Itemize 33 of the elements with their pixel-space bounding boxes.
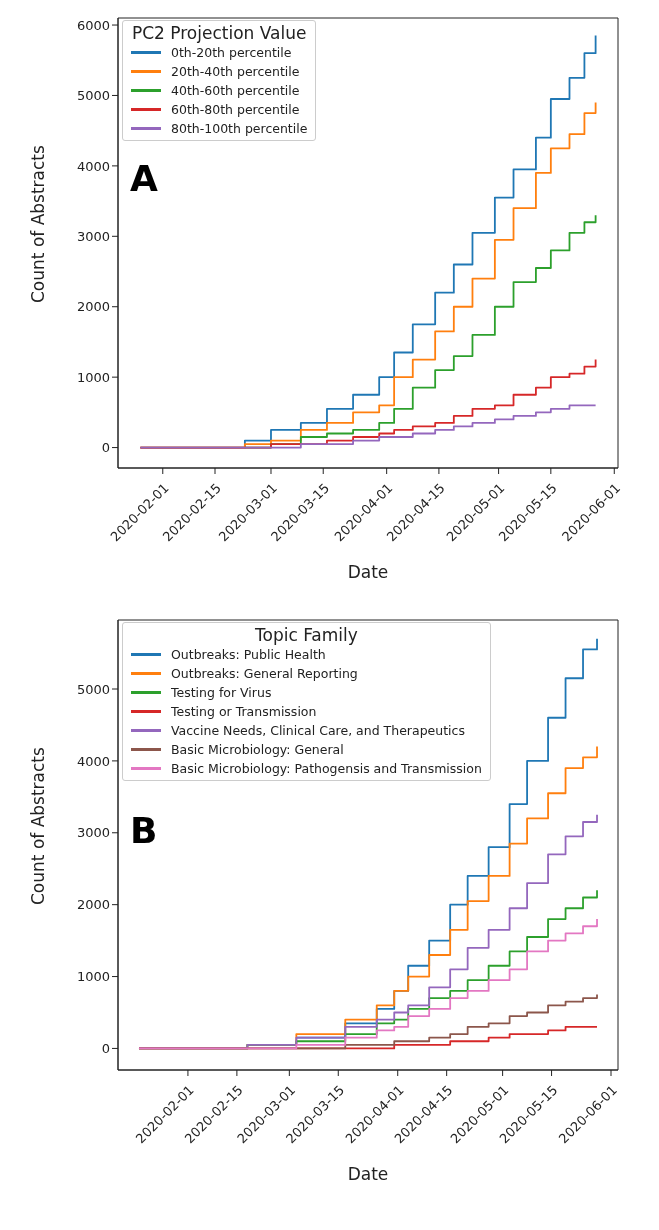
y-tick-label: 6000 [76,17,110,33]
y-tick-label: 0 [101,440,110,456]
y-tick-label: 1000 [76,969,110,985]
y-tick-label: 3000 [76,825,110,841]
legend-label: Testing for Virus [171,684,272,702]
x-axis-title: Date [347,562,389,582]
legend-label: Outbreaks: Public Health [171,646,326,664]
legend-label: 0th-20th percentile [171,44,292,62]
y-tick-label: 5000 [76,88,110,104]
y-tick-label: 2000 [76,299,110,315]
y-tick-label: 1000 [76,369,110,385]
legend-label: Vaccine Needs, Clinical Care, and Therapeutics [171,722,465,740]
y-tick-label: 3000 [76,228,110,244]
annotation: B [130,810,158,851]
legend-label: Basic Microbiology: Pathogensis and Transmission [171,760,482,778]
y-axis-title: Count of Abstracts [28,746,49,905]
legend-label: 20th-40th percentile [171,63,300,81]
legend-label: Testing or Transmission [171,703,317,721]
x-axis-title: Date [347,1164,389,1184]
legend-label: 40th-60th percentile [171,82,300,100]
y-axis-title: Count of Abstracts [28,144,49,303]
legend-label: Outbreaks: General Reporting [171,665,358,683]
legend-label: Basic Microbiology: General [171,741,344,759]
y-tick-label: 4000 [76,753,110,769]
legend-title: PC2 Projection Value [131,23,308,43]
y-tick-label: 0 [101,1041,110,1057]
y-tick-label: 2000 [76,897,110,913]
annotation: A [130,158,158,199]
legend-title: Topic Family [254,625,359,645]
y-tick-label: 4000 [76,158,110,174]
legend-label: 80th-100th percentile [171,120,308,138]
legend-label: 60th-80th percentile [171,101,300,119]
y-tick-label: 5000 [76,681,110,697]
